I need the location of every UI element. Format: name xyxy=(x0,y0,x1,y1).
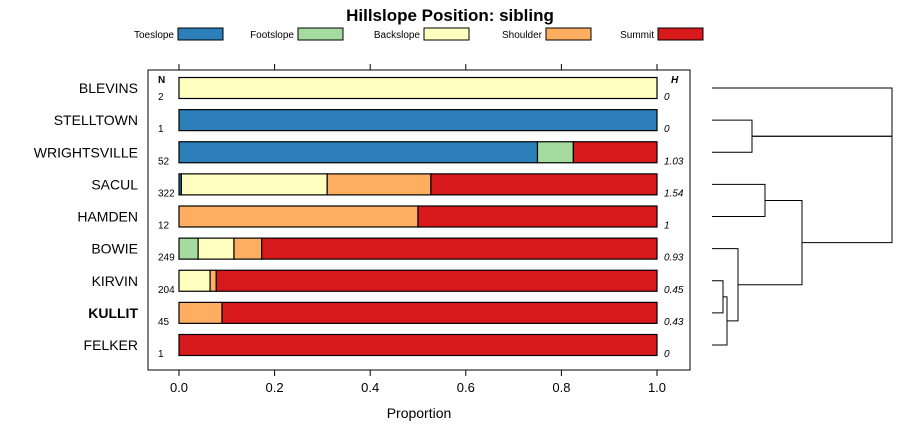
row-stelltown: STELLTOWN 1 0 xyxy=(54,109,670,135)
h-value: 0 xyxy=(664,124,670,135)
row-sacul: SACUL 322 1.54 xyxy=(91,173,684,199)
bar-segment-summit xyxy=(430,173,658,196)
row-blevins: BLEVINS 2 0 xyxy=(79,76,670,103)
n-value: 52 xyxy=(158,156,170,167)
legend-swatch-shoulder xyxy=(545,27,592,41)
row-bowie: BOWIE 249 0.93 xyxy=(91,237,684,264)
legend-swatch-footslope xyxy=(297,27,344,41)
row-label: WRIGHTSVILLE xyxy=(34,144,138,160)
n-value: 249 xyxy=(158,253,175,264)
h-column-header: H xyxy=(671,75,679,86)
bar-segment-summit xyxy=(178,333,658,357)
row-label: BOWIE xyxy=(91,241,138,257)
legend-label-summit: Summit xyxy=(620,30,654,41)
bar-segment-shoulder xyxy=(178,205,419,228)
bar-segment-footslope xyxy=(178,237,199,260)
bar-segment-summit xyxy=(261,237,658,260)
bar-segment-summit xyxy=(572,141,658,164)
row-label: KIRVIN xyxy=(92,273,138,289)
h-value: 0.43 xyxy=(664,317,684,328)
h-value: 0.93 xyxy=(664,253,684,264)
legend: Toeslope Footslope Backslope Shoulder Summit xyxy=(134,27,704,41)
x-tick-label: 0.0 xyxy=(170,380,188,395)
x-axis: 0.0 0.2 0.4 0.6 0.8 1.0 xyxy=(170,370,666,395)
n-value: 1 xyxy=(158,349,164,360)
dendrogram-branch xyxy=(752,135,893,244)
n-value: 322 xyxy=(158,188,175,199)
row-label: HAMDEN xyxy=(77,209,138,225)
n-column-header: N xyxy=(158,75,165,86)
bar-segment-backslope xyxy=(178,76,658,100)
top-axis-ticks xyxy=(178,64,658,70)
dendrogram xyxy=(712,87,893,346)
bar-segment-shoulder xyxy=(326,173,432,196)
chart-rows: BLEVINS 2 0 STELLTOWN 1 0 WRIGHTSVILLE 52 1.03 SA… xyxy=(34,76,684,360)
h-value: 1.03 xyxy=(664,156,684,167)
h-value: 0.45 xyxy=(664,285,684,296)
dendrogram-branch xyxy=(712,296,728,346)
dendrogram-branch xyxy=(712,183,766,217)
row-label: KULLIT xyxy=(88,305,138,321)
plot-frame xyxy=(147,69,691,371)
x-tick-label: 0.8 xyxy=(552,380,570,395)
legend-label-shoulder: Shoulder xyxy=(502,30,543,41)
bar-segment-backslope xyxy=(197,237,235,260)
h-value: 0 xyxy=(664,92,670,103)
legend-label-toeslope: Toeslope xyxy=(134,30,174,41)
x-tick-label: 0.6 xyxy=(457,380,475,395)
n-value: 1 xyxy=(158,124,164,135)
bar-segment-summit xyxy=(215,269,658,292)
x-axis-title: Proportion xyxy=(387,405,452,421)
n-value: 12 xyxy=(158,221,170,232)
legend-swatch-summit xyxy=(657,27,704,41)
legend-swatch-backslope xyxy=(423,27,470,41)
row-label: SACUL xyxy=(91,176,138,192)
n-value: 2 xyxy=(158,92,164,103)
n-value: 204 xyxy=(158,285,175,296)
row-label: STELLTOWN xyxy=(54,112,138,128)
row-hamden: HAMDEN 12 1 xyxy=(77,205,670,232)
x-tick-label: 1.0 xyxy=(648,380,666,395)
bar-segment-toeslope xyxy=(178,141,539,164)
legend-swatch-toeslope xyxy=(177,27,224,41)
row-wrightsville: WRIGHTSVILLE 52 1.03 xyxy=(34,141,684,167)
bar-segment-footslope xyxy=(536,141,574,164)
dendrogram-branch xyxy=(738,199,803,286)
row-felker: FELKER 1 0 xyxy=(84,333,670,360)
row-label: BLEVINS xyxy=(79,80,138,96)
dendrogram-branch xyxy=(712,119,753,153)
bar-segment-backslope xyxy=(178,269,211,292)
h-value: 0 xyxy=(664,349,670,360)
bar-segment-summit xyxy=(417,205,658,228)
bar-segment-summit xyxy=(221,301,658,324)
chart-title: Hillslope Position: sibling xyxy=(346,6,554,25)
bar-segment-shoulder xyxy=(178,301,223,324)
dendrogram-branch xyxy=(712,87,893,137)
row-label: FELKER xyxy=(84,337,138,353)
h-value: 1 xyxy=(664,221,670,232)
bar-segment-shoulder xyxy=(209,269,217,292)
bar-segment-shoulder xyxy=(233,237,263,260)
x-tick-label: 0.2 xyxy=(266,380,284,395)
dendrogram-branch xyxy=(712,248,739,322)
bar-segment-toeslope xyxy=(178,109,658,132)
x-tick-label: 0.4 xyxy=(361,380,379,395)
bar-segment-backslope xyxy=(180,173,328,196)
row-kirvin: KIRVIN 204 0.45 xyxy=(92,269,684,296)
row-kullit: KULLIT 45 0.43 xyxy=(88,301,684,328)
dendrogram-branch xyxy=(712,280,724,314)
h-value: 1.54 xyxy=(664,188,684,199)
legend-label-backslope: Backslope xyxy=(374,30,421,41)
n-value: 45 xyxy=(158,317,170,328)
legend-label-footslope: Footslope xyxy=(250,30,294,41)
